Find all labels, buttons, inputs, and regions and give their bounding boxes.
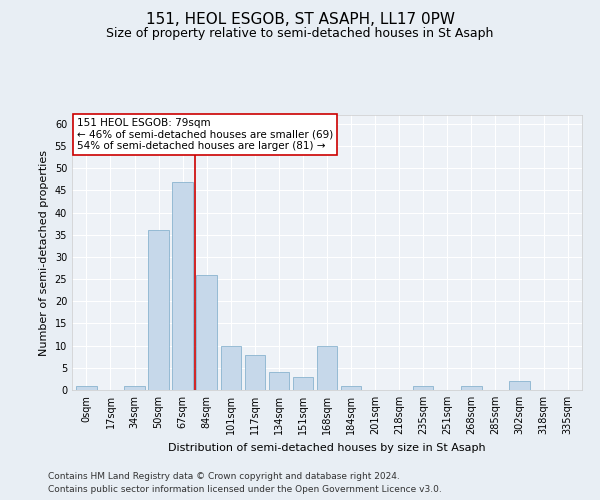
Bar [341, 386, 361, 390]
Bar [221, 346, 241, 390]
Y-axis label: Number of semi-detached properties: Number of semi-detached properties [39, 150, 49, 356]
Bar [509, 381, 530, 390]
Bar [269, 372, 289, 390]
Bar [172, 182, 193, 390]
Bar [461, 386, 482, 390]
Text: 151 HEOL ESGOB: 79sqm
← 46% of semi-detached houses are smaller (69)
54% of semi: 151 HEOL ESGOB: 79sqm ← 46% of semi-deta… [77, 118, 334, 151]
Bar [148, 230, 169, 390]
Bar [317, 346, 337, 390]
Text: 151, HEOL ESGOB, ST ASAPH, LL17 0PW: 151, HEOL ESGOB, ST ASAPH, LL17 0PW [146, 12, 455, 28]
Bar [245, 354, 265, 390]
Bar [76, 386, 97, 390]
X-axis label: Distribution of semi-detached houses by size in St Asaph: Distribution of semi-detached houses by … [168, 442, 486, 452]
Text: Contains public sector information licensed under the Open Government Licence v3: Contains public sector information licen… [48, 485, 442, 494]
Bar [196, 274, 217, 390]
Text: Contains HM Land Registry data © Crown copyright and database right 2024.: Contains HM Land Registry data © Crown c… [48, 472, 400, 481]
Bar [293, 376, 313, 390]
Text: Size of property relative to semi-detached houses in St Asaph: Size of property relative to semi-detach… [106, 28, 494, 40]
Bar [413, 386, 433, 390]
Bar [124, 386, 145, 390]
